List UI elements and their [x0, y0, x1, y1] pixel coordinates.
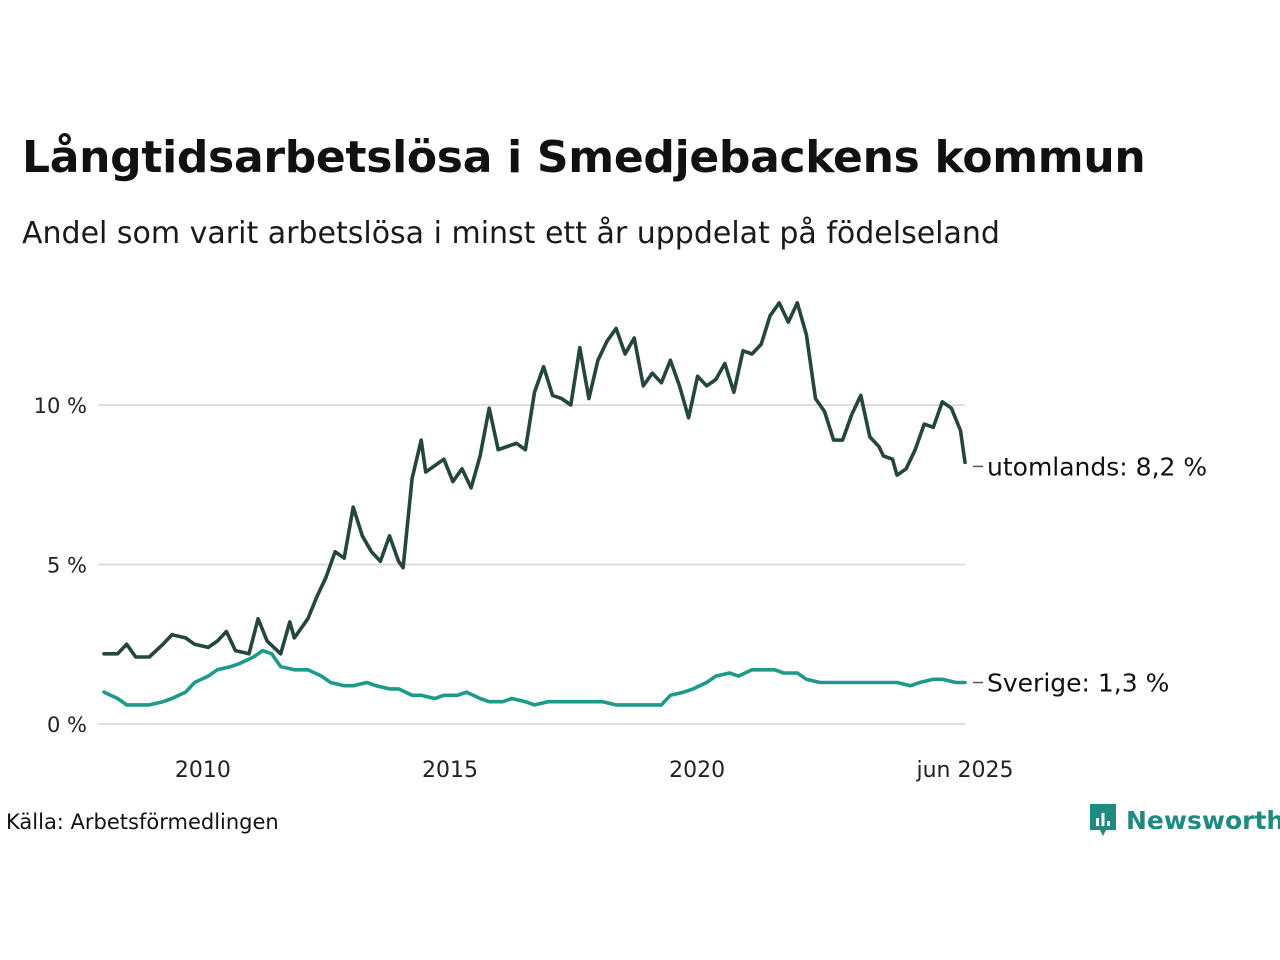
y-tick-label: 10 %: [34, 394, 87, 418]
y-tick-label: 5 %: [47, 554, 87, 578]
chart-title: Långtidsarbetslösa i Smedjebackens kommu…: [22, 132, 1146, 183]
newsworthy-icon: [1090, 804, 1116, 836]
chart-subtitle: Andel som varit arbetslösa i minst ett å…: [22, 216, 1000, 251]
brand-name: Newsworthy: [1126, 805, 1280, 835]
x-tick-label: 2015: [422, 758, 478, 783]
brand-logo[interactable]: Newsworthy: [1088, 802, 1280, 838]
y-tick-label: 0 %: [47, 713, 87, 737]
series-label-sverige: Sverige: 1,3 %: [987, 669, 1169, 698]
series-label-utomlands: utomlands: 8,2 %: [987, 452, 1207, 481]
x-tick-label: 2010: [175, 758, 231, 783]
series-line-utomlands: [102, 301, 967, 659]
series-line-sverige: [102, 648, 967, 707]
x-tick-label: 2020: [669, 758, 725, 783]
x-tick-label: jun 2025: [916, 758, 1014, 783]
source-note: Källa: Arbetsförmedlingen: [6, 810, 279, 834]
